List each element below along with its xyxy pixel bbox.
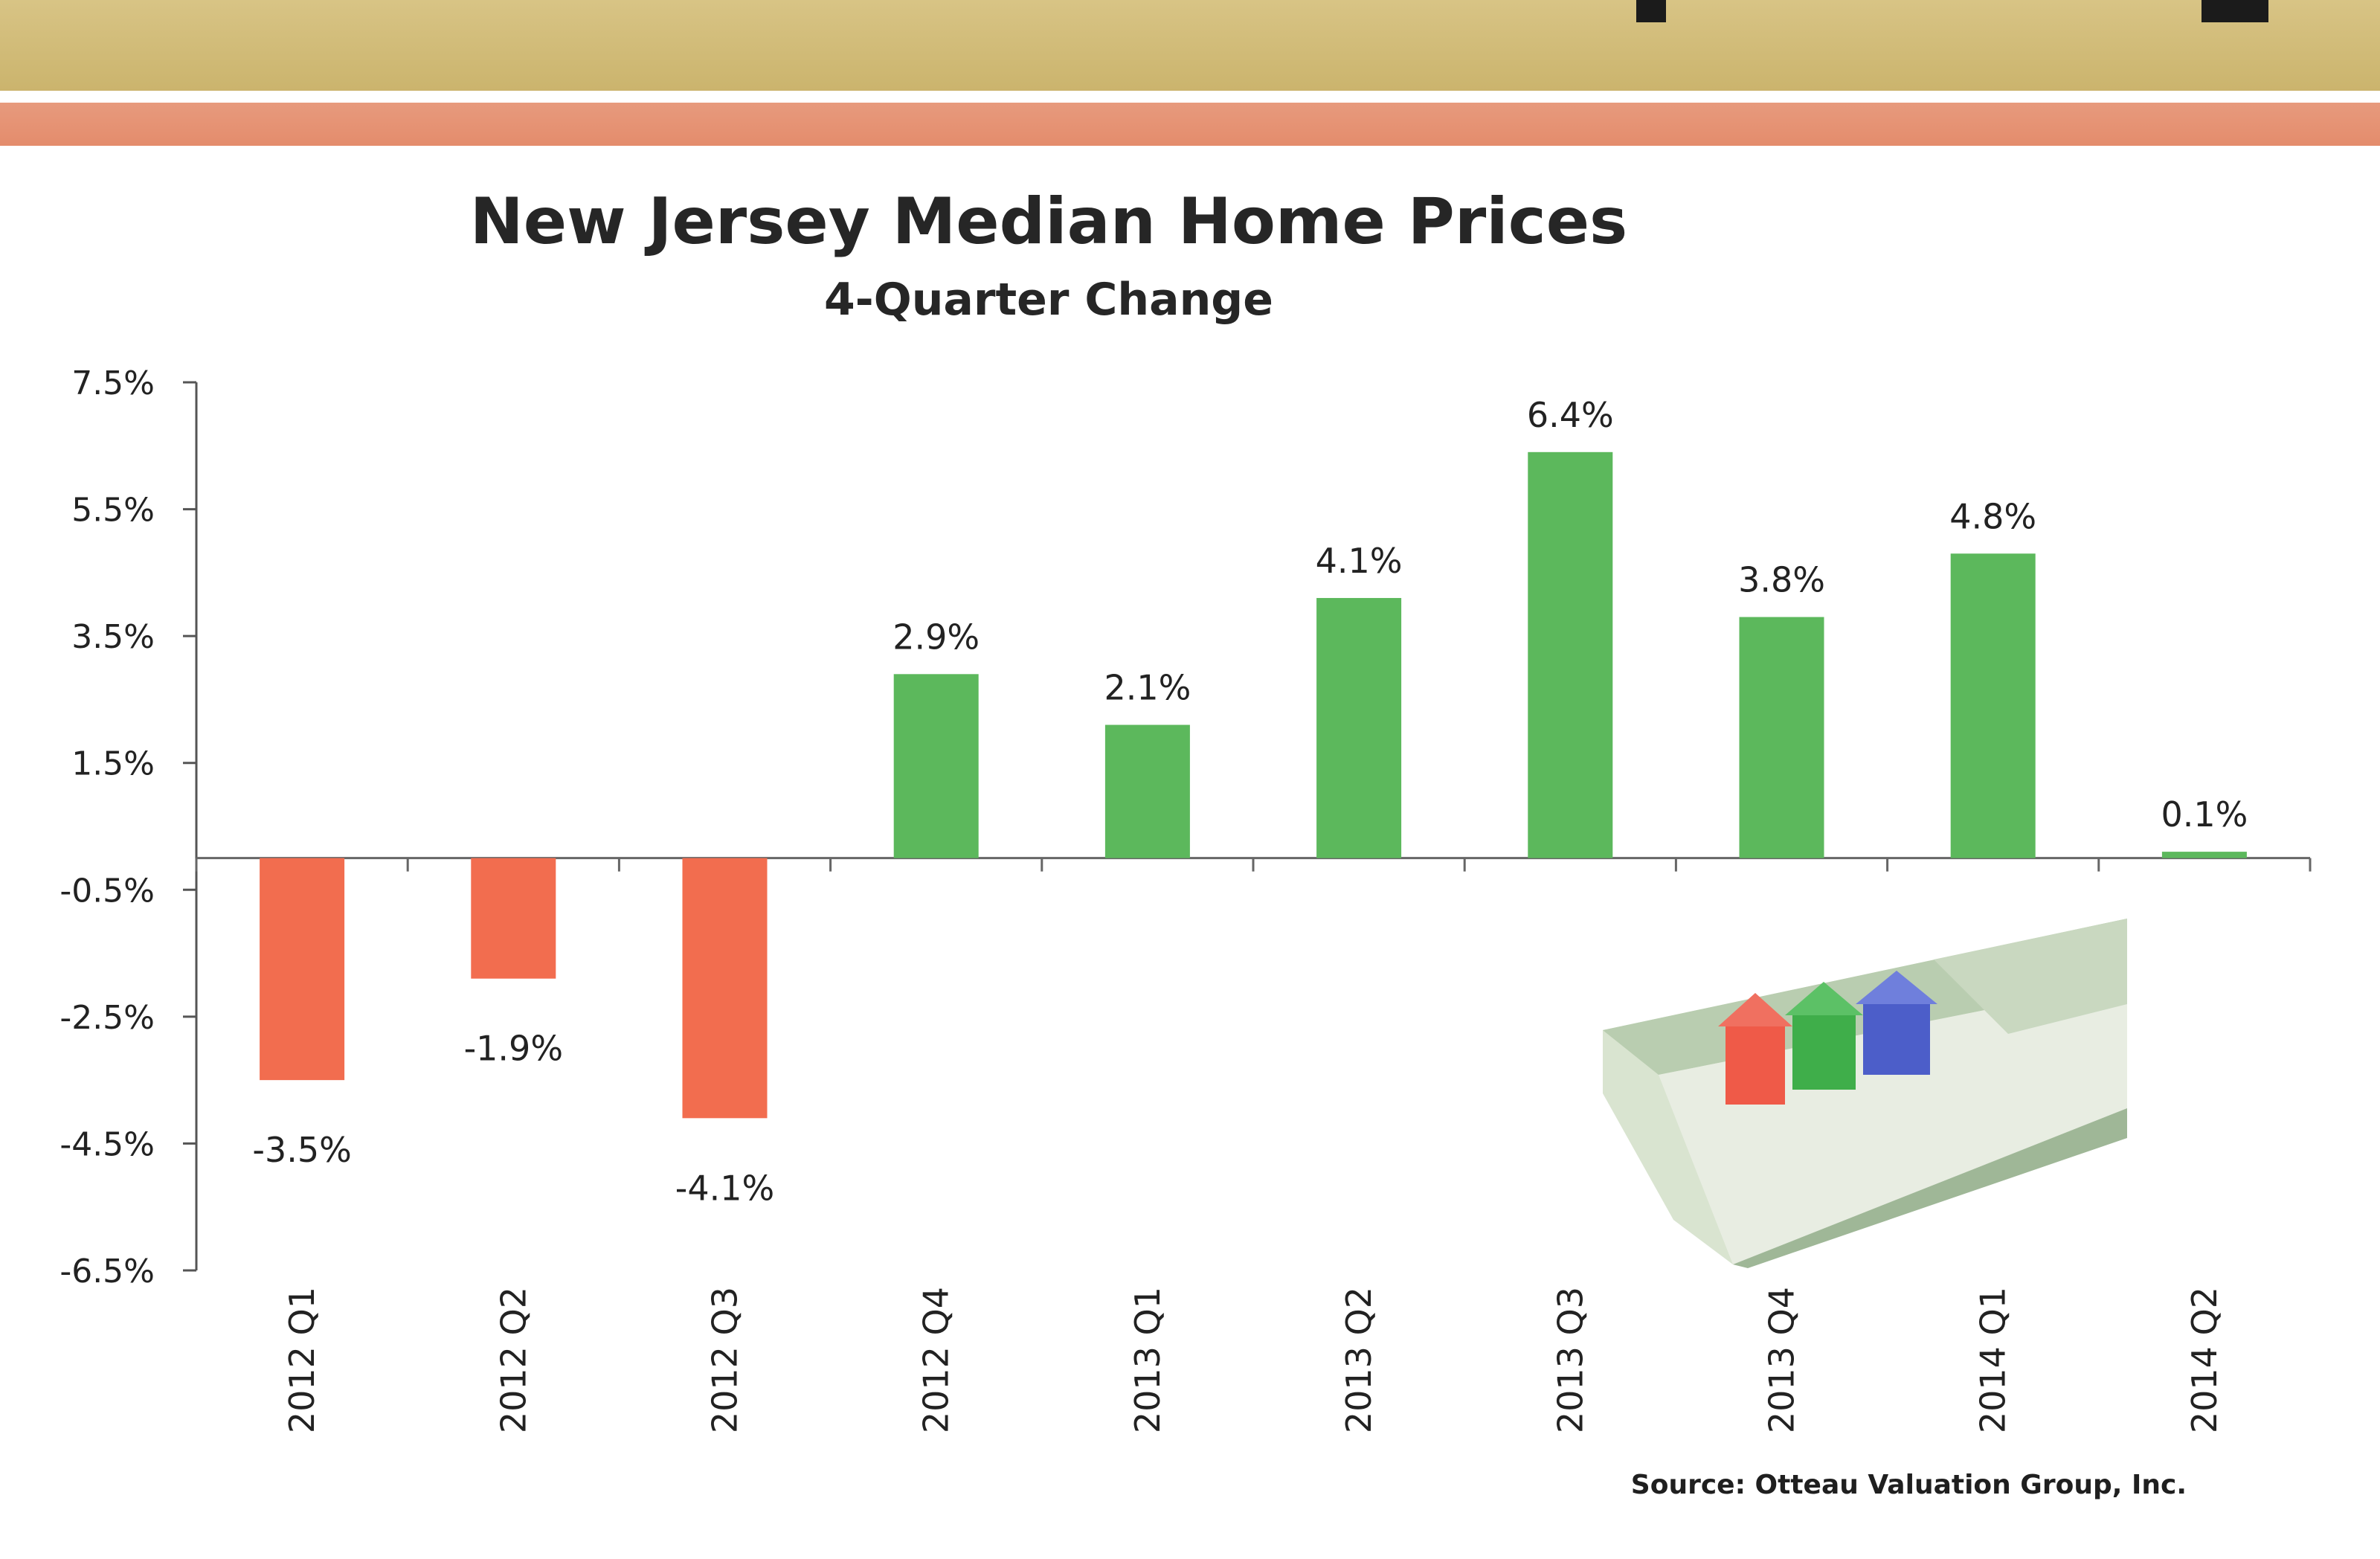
y-tick-label: -6.5% — [60, 1253, 155, 1290]
bar — [2161, 852, 2247, 858]
x-tick-label: 2014 Q2 — [2184, 1287, 2225, 1433]
source-note: Source: Otteau Valuation Group, Inc. — [1630, 1470, 2187, 1500]
data-label: 2.9% — [892, 617, 980, 657]
money-houses-image — [1603, 919, 2127, 1268]
y-tick-label: 1.5% — [71, 745, 155, 783]
header-band — [0, 0, 2380, 91]
y-tick-label: 5.5% — [71, 492, 155, 530]
x-tick-label: 2012 Q3 — [705, 1287, 745, 1433]
header-stripe — [0, 103, 2380, 146]
x-tick-label: 2013 Q3 — [1550, 1287, 1590, 1433]
data-label: -1.9% — [464, 1029, 563, 1069]
y-tick-label: -4.5% — [60, 1125, 155, 1163]
x-tick-label: 2013 Q2 — [1339, 1287, 1379, 1433]
bar — [471, 858, 556, 979]
bar — [1528, 451, 1613, 858]
data-label: 2.1% — [1104, 668, 1191, 708]
chart-x-tick-labels: 2012 Q1 2012 Q2 2012 Q3 2012 Q4 2013 Q1 2013 … — [282, 1287, 2225, 1433]
data-label: 4.1% — [1316, 541, 1403, 581]
data-label: 4.8% — [1949, 496, 2036, 536]
data-label: -4.1% — [675, 1168, 774, 1208]
x-tick-label: 2014 Q1 — [1973, 1287, 2013, 1433]
chart-bars — [260, 451, 2247, 1119]
x-tick-label: 2013 Q4 — [1762, 1287, 1802, 1433]
chart-data-labels: -3.5% -1.9% -4.1% 2.9% 2.1% 4.1% 6.4% 3.8% 4.8% 0… — [252, 395, 2248, 1209]
chart-subtitle: 4-Quarter Change — [824, 274, 1273, 326]
data-label: 0.1% — [2161, 794, 2248, 835]
bar — [893, 674, 979, 858]
bar — [1950, 553, 2036, 858]
x-tick-label: 2012 Q4 — [916, 1287, 956, 1433]
data-label: -3.5% — [252, 1130, 351, 1170]
y-tick-label: 3.5% — [71, 618, 155, 656]
header-text-fragment — [2202, 0, 2268, 22]
x-tick-label: 2013 Q1 — [1128, 1287, 1168, 1433]
data-label: 6.4% — [1527, 395, 1614, 435]
header-text-fragment — [1636, 0, 1666, 22]
bar — [1104, 724, 1190, 858]
y-tick-label: 7.5% — [71, 364, 155, 402]
bar — [260, 858, 345, 1081]
bar — [682, 858, 768, 1119]
chart-y-tick-labels: 7.5% 5.5% 3.5% 1.5% -0.5% -2.5% -4.5% -6.5% — [60, 364, 155, 1290]
chart-title: New Jersey Median Home Prices — [469, 184, 1628, 259]
data-label: 3.8% — [1738, 560, 1825, 600]
y-tick-label: -2.5% — [60, 999, 155, 1037]
x-tick-label: 2012 Q2 — [493, 1287, 533, 1433]
y-tick-label: -0.5% — [60, 872, 155, 910]
x-tick-label: 2012 Q1 — [282, 1287, 322, 1433]
header-gap — [0, 91, 2380, 103]
bar — [1316, 597, 1402, 858]
bar — [1739, 617, 1824, 858]
